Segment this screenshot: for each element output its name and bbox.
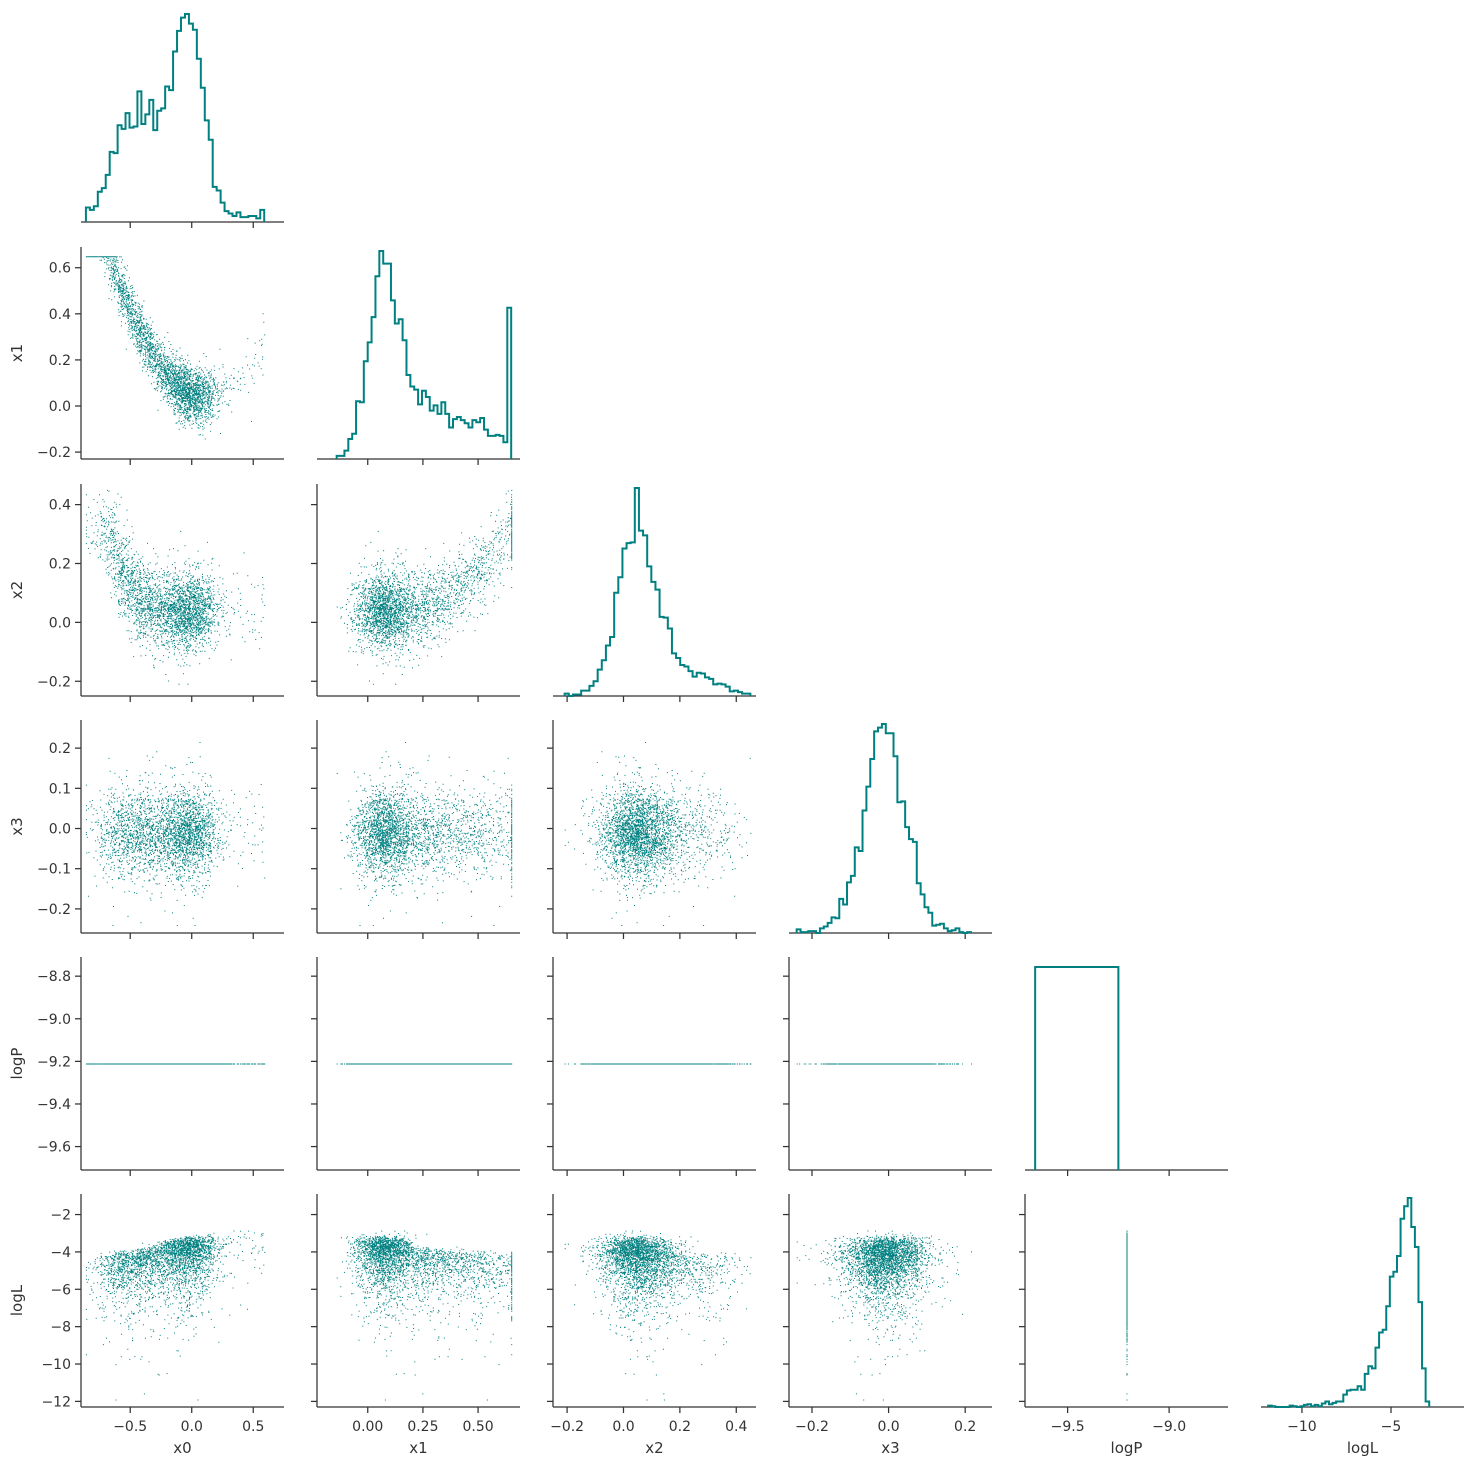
y-tick-label: 0.1 (49, 781, 71, 797)
scatter-points-logP-vs-x0 (85, 1063, 266, 1065)
x-tick-label: 0.0 (181, 1419, 203, 1435)
y-tick-label: −9.6 (37, 1140, 71, 1156)
panel-logP-vs-x2 (547, 957, 756, 1176)
panel-x0-vs-x0 (81, 13, 284, 228)
scatter-points-logL-vs-x0 (85, 1230, 266, 1401)
y-tick-label: −9.4 (37, 1097, 71, 1113)
panel-logL-vs-x0: −0.5 0.0 0.5 x0 −12 −10 −8 −6 −4 −2 logL (8, 1194, 284, 1457)
scatter-points-logP-vs-x3 (796, 1063, 972, 1065)
panel-logP-vs-logP (1025, 966, 1228, 1176)
panel-logL-vs-logP: −9.5 −9.0 logP (1019, 1194, 1228, 1457)
y-tick-label: 0.0 (49, 399, 71, 415)
x-tick-label: −0.5 (113, 1419, 147, 1435)
y-axis-label: x2 (8, 581, 26, 599)
histogram-x2 (563, 487, 752, 697)
panel-logL-vs-x2: −0.2 0.0 0.2 0.4 x2 (547, 1194, 756, 1457)
panel-x1-vs-x1 (317, 250, 520, 465)
y-tick-label: −0.2 (37, 445, 71, 461)
histogram-logL (1267, 1197, 1431, 1408)
y-axis-label: logL (8, 1284, 26, 1316)
scatter-points-x3-vs-x1 (336, 742, 513, 926)
y-tick-label: 0.2 (49, 557, 71, 573)
x-tick-label: −5 (1381, 1419, 1402, 1435)
histogram-logP (1034, 966, 1120, 1170)
scatter-points-x2-vs-x0 (85, 489, 266, 685)
y-tick-label: 0.6 (49, 261, 71, 277)
x-tick-label: 0.2 (954, 1419, 976, 1435)
y-tick-label: −0.2 (37, 902, 71, 918)
histogram-x1 (335, 250, 513, 459)
y-tick-label: 0.0 (49, 822, 71, 838)
scatter-points-x1-vs-x0 (85, 256, 266, 440)
y-axis-label: x1 (8, 344, 26, 362)
x-tick-label: −9.0 (1152, 1419, 1186, 1435)
x-axis-label: logP (1111, 1439, 1143, 1457)
y-tick-label: −8.8 (37, 969, 71, 985)
panel-x3-vs-x3 (789, 723, 992, 939)
y-tick-label: −6 (50, 1282, 71, 1298)
x-tick-label: −0.2 (795, 1419, 829, 1435)
x-tick-label: −10 (1287, 1419, 1317, 1435)
histogram-x0 (84, 13, 266, 222)
x-tick-label: 0.00 (352, 1419, 383, 1435)
y-tick-label: 0.2 (49, 353, 71, 369)
y-tick-label: 0.2 (49, 741, 71, 757)
y-tick-label: −8 (50, 1320, 71, 1336)
x-axis-label: x3 (881, 1439, 899, 1457)
scatter-points-logL-vs-x3 (796, 1230, 972, 1401)
scatter-points-logL-vs-x2 (564, 1230, 752, 1401)
scatter-points-logP-vs-x2 (564, 1063, 752, 1065)
scatter-points-x3-vs-x2 (564, 742, 752, 926)
y-tick-label: 0.4 (49, 498, 71, 514)
scatter-points-x2-vs-x1 (336, 489, 513, 685)
panel-logL-vs-x3: −0.2 0.0 0.2 x3 (783, 1194, 992, 1457)
panel-x3-vs-x1 (311, 720, 520, 939)
x-axis-label: x2 (645, 1439, 663, 1457)
panel-logP-vs-x3 (783, 957, 992, 1176)
panel-x3-vs-x2 (547, 720, 756, 939)
y-tick-label: −4 (50, 1245, 71, 1261)
scatter-points-logL-vs-logP (1126, 1230, 1128, 1401)
panel-logL-vs-x1: 0.00 0.25 0.50 x1 (311, 1194, 520, 1457)
x-tick-label: 0.0 (612, 1419, 634, 1435)
y-tick-label: −9.0 (37, 1012, 71, 1028)
x-tick-label: 0.5 (242, 1419, 264, 1435)
x-tick-label: 0.50 (462, 1419, 493, 1435)
x-tick-label: 0.2 (669, 1419, 691, 1435)
y-tick-label: −0.2 (37, 674, 71, 690)
x-tick-label: 0.25 (407, 1419, 438, 1435)
x-axis-label: x0 (173, 1439, 191, 1457)
y-tick-label: −12 (41, 1394, 71, 1410)
scatter-points-logL-vs-x1 (336, 1230, 513, 1401)
y-tick-label: −2 (50, 1208, 71, 1224)
histogram-x3 (795, 723, 973, 934)
y-axis-label: logP (8, 1048, 26, 1080)
scatter-points-logP-vs-x1 (336, 1063, 513, 1065)
x-axis-label: x1 (409, 1439, 427, 1457)
x-tick-label: 0.0 (877, 1419, 899, 1435)
y-tick-label: −0.1 (37, 862, 71, 878)
x-tick-label: −9.5 (1051, 1419, 1085, 1435)
panel-logP-vs-x1 (311, 957, 520, 1176)
panel-x2-vs-x1 (311, 484, 520, 702)
panel-x2-vs-x0: −0.2 0.0 0.2 0.4 x2 (8, 484, 284, 702)
x-tick-label: −0.2 (550, 1419, 584, 1435)
y-tick-label: −9.2 (37, 1054, 71, 1070)
y-tick-label: 0.0 (49, 615, 71, 631)
y-axis-label: x3 (8, 817, 26, 835)
panel-logP-vs-x0: −9.6 −9.4 −9.2 −9.0 −8.8 logP (8, 957, 284, 1176)
scatter-points-x3-vs-x0 (85, 742, 266, 926)
y-tick-label: 0.4 (49, 307, 71, 323)
panel-x1-vs-x0: −0.2 0.0 0.2 0.4 0.6 x1 (8, 247, 284, 465)
x-axis-label: logL (1347, 1439, 1379, 1457)
x-tick-label: 0.4 (725, 1419, 747, 1435)
panel-x3-vs-x0: −0.2 −0.1 0.0 0.1 0.2 x3 (8, 720, 284, 939)
panel-x2-vs-x2 (553, 487, 756, 702)
y-tick-label: −10 (41, 1357, 71, 1373)
